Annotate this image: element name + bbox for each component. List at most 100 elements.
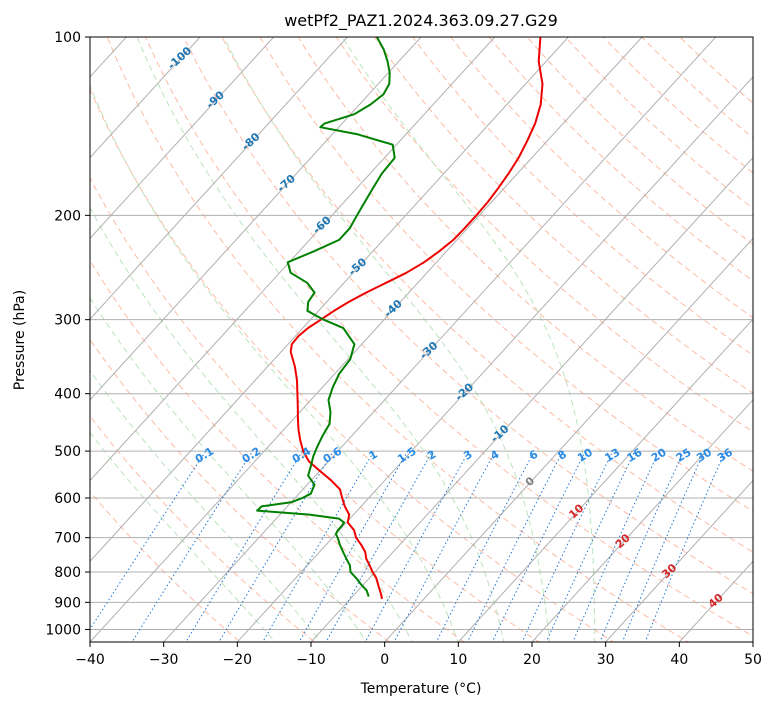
moist-adiabat-line xyxy=(90,431,276,642)
mixing-ratio-label: 10 xyxy=(575,445,595,464)
moist-adiabat-line xyxy=(90,369,322,642)
dry-adiabat-line xyxy=(640,37,753,139)
mixing-ratio-line xyxy=(298,450,409,642)
isotherm-line xyxy=(90,37,643,642)
temperature-line xyxy=(289,37,544,600)
dry-adiabat-line xyxy=(450,37,753,319)
dry-adiabat-line xyxy=(90,415,316,642)
axis-ticks: −40 −30 −20 −10 0 10 20 30 40 50 1000 900 800 700 600 5… xyxy=(45,30,762,668)
plot-frame xyxy=(89,36,754,643)
mixing-ratio-label: 13 xyxy=(603,446,623,465)
mixing-ratio-label: 30 xyxy=(694,445,714,464)
isotherm-line xyxy=(678,560,753,642)
y-axis-label: Pressure (hPa) xyxy=(12,290,28,390)
isotherm-line xyxy=(90,37,422,401)
isotherm-line xyxy=(0,10,4,654)
dry-adiabat-line xyxy=(564,37,753,210)
mixing-ratio-label: 20 xyxy=(649,445,669,464)
dry-adiabat-line xyxy=(90,177,540,642)
mixing-ratio-line xyxy=(218,450,334,642)
dewpoint-line xyxy=(256,37,396,597)
dry-adiabat-line xyxy=(90,490,241,642)
x-tick-label: −30 xyxy=(149,652,179,668)
moist-adiabat-line xyxy=(136,37,505,642)
dry-adiabat-line xyxy=(183,37,753,595)
isotherm-line xyxy=(457,318,753,642)
mixing-ratio-label: 8 xyxy=(556,448,569,463)
mixing-ratio-line xyxy=(262,450,375,642)
mixing-ratio-line xyxy=(644,450,726,642)
mixing-ratio-line xyxy=(90,450,207,631)
dry-adiabat-line xyxy=(106,37,690,642)
mixing-ratio-line xyxy=(393,450,496,642)
dry-adiabat-line xyxy=(90,88,615,642)
x-tick-label: 0 xyxy=(380,652,389,668)
mixing-ratio-line xyxy=(599,450,685,642)
mixing-ratio-line xyxy=(521,450,614,642)
isotherm-line xyxy=(90,37,201,159)
dry-adiabat-line xyxy=(145,37,753,637)
y-tick-label: 400 xyxy=(54,387,81,403)
mixing-ratio-line xyxy=(364,450,470,642)
moist-adiabat-line xyxy=(341,37,596,642)
isotherm-line xyxy=(310,156,753,642)
y-tick-label: 700 xyxy=(54,531,81,547)
dry-adiabat-line xyxy=(526,37,753,246)
x-axis-label: Temperature (°C) xyxy=(360,681,482,697)
isotherm-line xyxy=(383,237,753,642)
mixing-ratio-line xyxy=(131,450,254,642)
moist-adiabat-line xyxy=(90,296,367,642)
y-tick-label: 800 xyxy=(54,565,81,581)
x-tick-label: 20 xyxy=(523,652,541,668)
dry-adiabat-line xyxy=(259,37,753,512)
dry-adiabat-line xyxy=(678,37,753,104)
x-tick-label: 50 xyxy=(744,652,762,668)
mixing-ratio-label: 16 xyxy=(625,445,645,464)
dry-adiabat-line xyxy=(221,37,753,553)
chart-title: wetPf2_PAZ1.2024.363.09.27.G29 xyxy=(284,11,558,31)
dry-adiabat-line xyxy=(90,338,391,642)
y-tick-label: 600 xyxy=(54,491,81,507)
y-tick-label: 500 xyxy=(54,444,81,460)
x-tick-label: −20 xyxy=(223,652,253,668)
isotherm-line xyxy=(752,641,753,642)
dry-adiabat-line xyxy=(488,37,753,282)
mixing-ratio-line xyxy=(572,450,660,642)
x-tick-label: 10 xyxy=(449,652,467,668)
moist-adiabat-line xyxy=(90,84,459,642)
y-tick-label: 900 xyxy=(54,595,81,611)
isotherm-line xyxy=(90,37,570,563)
x-tick-label: −40 xyxy=(75,652,105,668)
mixing-ratio-label: 1 xyxy=(366,448,379,463)
isotherm-line xyxy=(236,76,753,642)
dry-adiabat-line xyxy=(90,259,465,642)
isotherm-line xyxy=(90,37,349,320)
moist-adiabat-line xyxy=(223,37,550,642)
mixing-ratio-label: 4 xyxy=(488,448,502,463)
dry-adiabat-line xyxy=(373,37,753,394)
dry-adiabat-line xyxy=(602,37,753,174)
mixing-ratio-line xyxy=(545,450,636,642)
y-tick-label: 200 xyxy=(54,208,81,224)
isotherm-line xyxy=(162,37,717,642)
mixing-ratio-label: 0.1 xyxy=(193,445,216,466)
isotherm-line xyxy=(604,479,753,642)
mixing-ratio-label: 0.2 xyxy=(240,445,263,466)
mixing-ratio-label: 3 xyxy=(461,448,474,463)
moist-adiabat-line xyxy=(90,206,413,642)
y-tick-label: 300 xyxy=(54,313,81,329)
x-tick-label: −10 xyxy=(296,652,326,668)
mixing-ratio-line xyxy=(621,450,705,642)
y-tick-label: 1000 xyxy=(45,622,81,638)
isotherm-line xyxy=(531,399,753,642)
x-tick-label: 30 xyxy=(597,652,615,668)
isotherm-line xyxy=(90,37,496,482)
y-tick-label: 100 xyxy=(54,30,81,46)
isotherm-line xyxy=(90,37,275,240)
mixing-ratio-line xyxy=(185,450,304,642)
mixing-ratio-line xyxy=(491,450,586,642)
dry-adiabat-line xyxy=(297,37,753,472)
sounding-series xyxy=(256,37,544,600)
background-lines xyxy=(0,10,753,654)
